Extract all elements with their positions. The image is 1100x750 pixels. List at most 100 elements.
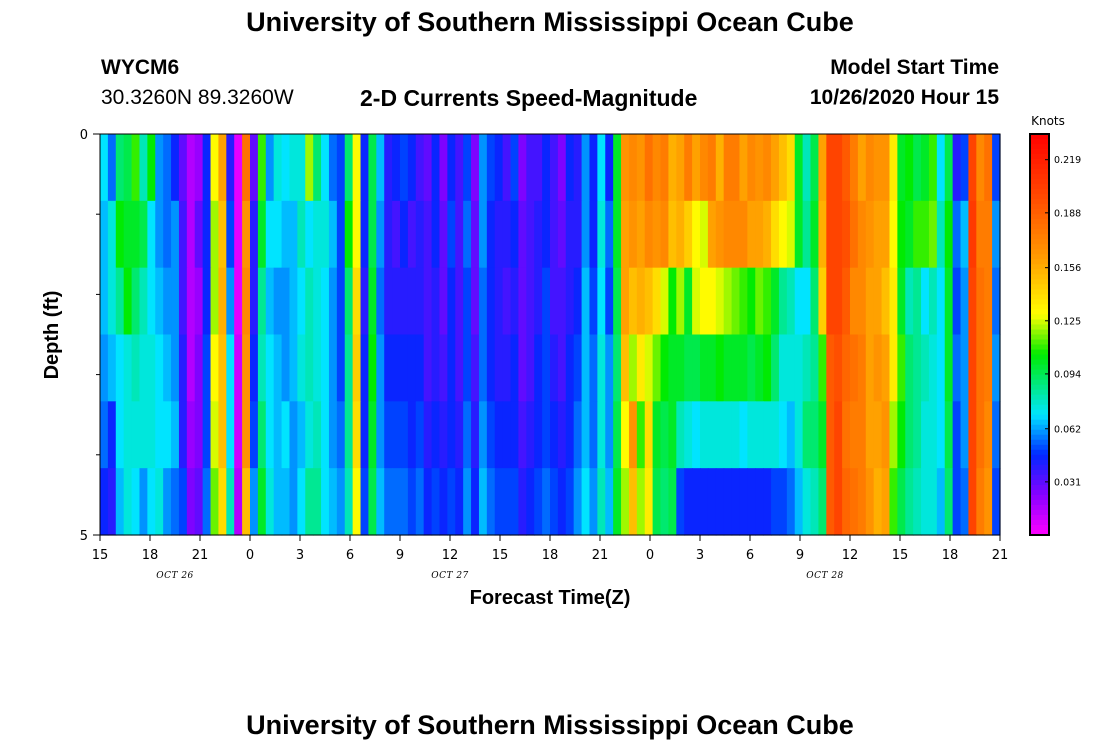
- heatmap-cell: [589, 401, 598, 469]
- heatmap-cell: [321, 134, 330, 202]
- x-tick-label: 15: [92, 548, 109, 563]
- heatmap-cell: [218, 134, 227, 202]
- heatmap-cell: [936, 401, 946, 469]
- heatmap-cell: [526, 134, 535, 202]
- heatmap-cell: [186, 267, 196, 336]
- heatmap-cell: [439, 200, 448, 269]
- heatmap-cell: [447, 468, 456, 536]
- heatmap-cell: [826, 468, 835, 536]
- heatmap-cell: [921, 267, 930, 336]
- heatmap-cell: [510, 134, 520, 202]
- heatmap-cell: [226, 468, 235, 536]
- model-start-label: Model Start Time: [830, 56, 999, 79]
- x-tick-label: 12: [842, 548, 859, 563]
- heatmap-cell: [739, 267, 748, 336]
- colorbar-segment: [1030, 359, 1049, 366]
- heatmap-cell: [700, 200, 709, 269]
- heatmap-cell: [218, 200, 227, 269]
- heatmap-cell: [557, 134, 567, 202]
- heatmap-cell: [778, 334, 788, 402]
- heatmap-cell: [202, 334, 212, 402]
- heatmap-cell: [636, 267, 646, 336]
- heatmap-cell: [305, 468, 314, 536]
- colorbar-segment: [1030, 499, 1049, 506]
- heatmap-cell: [313, 134, 322, 202]
- colorbar-segment: [1030, 299, 1049, 306]
- heatmap-cell: [352, 401, 362, 469]
- heatmap-cell: [297, 200, 306, 269]
- heatmap-cell: [834, 200, 843, 269]
- heatmap-cell: [747, 200, 756, 269]
- heatmap-cell: [328, 468, 338, 536]
- heatmap-cell: [936, 334, 946, 402]
- heatmap-cell: [376, 200, 385, 269]
- page-title-bottom: University of Southern Mississippi Ocean…: [246, 710, 854, 740]
- heatmap-cell: [131, 267, 141, 336]
- heatmap-cell: [928, 468, 938, 536]
- heatmap-cell: [621, 334, 630, 402]
- heatmap-cell: [400, 334, 409, 402]
- heatmap-cell: [944, 468, 954, 536]
- heatmap-cell: [336, 200, 346, 269]
- heatmap-cell: [952, 401, 962, 469]
- heatmap-cell: [707, 200, 717, 269]
- heatmap-cell: [921, 401, 930, 469]
- heatmap-cell: [834, 468, 843, 536]
- heatmap-cell: [613, 134, 622, 202]
- heatmap-cell: [107, 134, 117, 202]
- heatmap-cell: [242, 401, 251, 469]
- heatmap-cell: [778, 401, 788, 469]
- heatmap-cell: [818, 401, 827, 469]
- heatmap-cell: [605, 200, 614, 269]
- colorbar-segment: [1030, 444, 1049, 451]
- heatmap-cell: [463, 200, 472, 269]
- heatmap-cell: [636, 134, 646, 202]
- heatmap-cell: [423, 401, 433, 469]
- heatmap-cell: [147, 401, 156, 469]
- heatmap-cell: [526, 334, 535, 402]
- heatmap-cell: [163, 468, 172, 536]
- heatmap-cell: [321, 334, 330, 402]
- heatmap-cell: [226, 334, 235, 402]
- heatmap-cell: [423, 334, 433, 402]
- heatmap-cell: [810, 334, 820, 402]
- date-label: OCT 26: [156, 571, 194, 581]
- heatmap-cell: [352, 134, 362, 202]
- heatmap-cell: [368, 468, 377, 536]
- heatmap-cell: [257, 468, 267, 536]
- colorbar-segment: [1030, 254, 1049, 260]
- heatmap-cell: [171, 267, 180, 336]
- heatmap-cell: [478, 267, 488, 336]
- heatmap-cell: [731, 468, 741, 536]
- heatmap-cell: [628, 468, 638, 536]
- colorbar-tick-label: 0.062: [1054, 424, 1081, 435]
- heatmap-cell: [384, 134, 393, 202]
- heatmap-cell: [123, 334, 133, 402]
- heatmap-cell: [802, 468, 812, 536]
- heatmap-cell: [897, 267, 906, 336]
- heatmap-cell: [573, 134, 583, 202]
- heatmap-cell: [234, 334, 243, 402]
- heatmap-cell: [202, 401, 212, 469]
- y-tick-label: 5: [80, 529, 88, 544]
- heatmap-cell: [510, 267, 520, 336]
- heatmap-cell: [644, 134, 654, 202]
- colorbar-segment: [1030, 419, 1049, 426]
- heatmap-cell: [518, 200, 527, 269]
- colorbar-segment: [1030, 159, 1049, 165]
- heatmap-cell: [226, 134, 235, 202]
- heatmap-cell: [913, 468, 922, 536]
- colorbar-segment: [1030, 484, 1049, 491]
- heatmap-cell: [439, 468, 448, 536]
- colorbar-segment: [1030, 274, 1049, 280]
- heatmap-cell: [171, 468, 180, 536]
- colorbar-segment: [1030, 204, 1049, 210]
- heatmap-cell: [502, 401, 512, 469]
- heatmap-cell: [700, 267, 709, 336]
- heatmap-cell: [723, 401, 733, 469]
- heatmap-cell: [242, 468, 251, 536]
- heatmap-cell: [510, 468, 520, 536]
- heatmap-cell: [202, 468, 212, 536]
- heatmap-cell: [407, 200, 417, 269]
- heatmap-cell: [794, 468, 804, 536]
